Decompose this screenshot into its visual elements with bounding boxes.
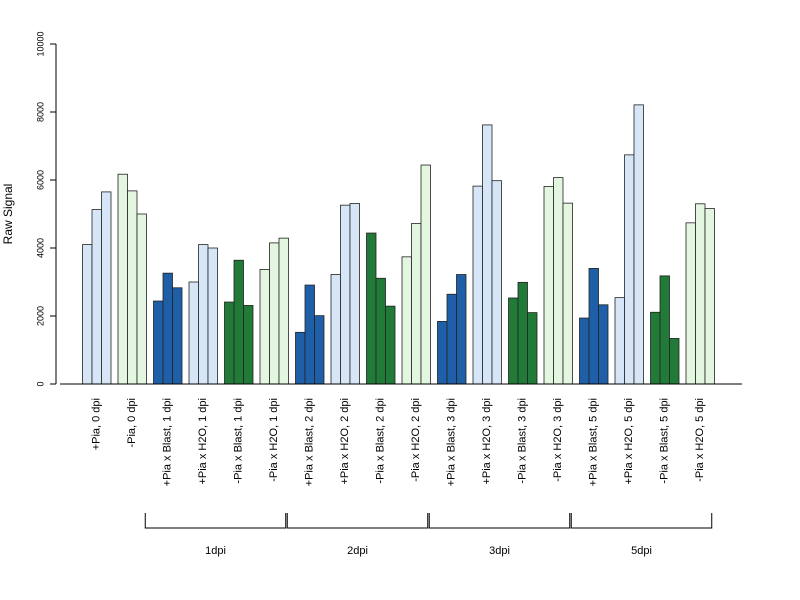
bar xyxy=(243,305,254,385)
x-tick-label: -Pia x Blast, 1 dpi xyxy=(233,398,245,484)
bar xyxy=(517,281,528,385)
bar xyxy=(704,208,715,385)
x-tick-label: +Pia x Blast, 1 dpi xyxy=(162,398,174,486)
y-tick-label: 6000 xyxy=(35,170,45,190)
bar xyxy=(233,259,244,385)
bar xyxy=(598,304,609,385)
bar xyxy=(314,315,325,385)
bar xyxy=(588,267,599,385)
x-tick-label: +Pia x H2O, 3 dpi xyxy=(481,398,493,485)
bar xyxy=(366,232,377,385)
bar xyxy=(669,338,680,385)
bar xyxy=(650,311,661,385)
group-bracket xyxy=(570,513,713,529)
group-bracket xyxy=(286,513,429,529)
y-axis: 0 2000 4000 6000 8000 10000 xyxy=(35,31,57,387)
bar xyxy=(420,164,431,385)
bar xyxy=(207,247,218,385)
bar xyxy=(411,223,422,385)
group-bracket xyxy=(144,513,287,529)
group-label: 5dpi xyxy=(631,545,652,557)
x-tick-label: -Pia, 0 dpi xyxy=(126,398,138,448)
y-tick-label: 4000 xyxy=(35,238,45,258)
bar xyxy=(685,222,696,385)
bar xyxy=(198,244,209,385)
bar xyxy=(385,305,396,385)
bar xyxy=(91,209,102,385)
bar xyxy=(259,269,270,385)
bar xyxy=(446,293,457,385)
bar xyxy=(117,173,128,385)
bar xyxy=(527,312,538,385)
bar xyxy=(295,331,306,385)
y-tick-label: 0 xyxy=(35,381,45,386)
bars xyxy=(82,104,715,385)
bar xyxy=(340,204,351,385)
x-tick-label: +Pia x H2O, 5 dpi xyxy=(623,398,635,485)
bar xyxy=(82,244,93,385)
bar xyxy=(491,180,502,385)
x-tick-label: -Pia x H2O, 3 dpi xyxy=(552,398,564,482)
y-axis-label: Raw Signal xyxy=(1,184,15,245)
bar xyxy=(543,186,554,385)
bar xyxy=(162,272,173,385)
bar xyxy=(659,275,670,385)
x-tick-label: -Pia x Blast, 3 dpi xyxy=(517,398,529,484)
bar xyxy=(136,213,147,385)
x-tick-label: +Pia x Blast, 5 dpi xyxy=(588,398,600,486)
bar xyxy=(278,237,289,385)
bar xyxy=(562,202,573,385)
bar xyxy=(304,284,315,385)
bar xyxy=(375,277,386,385)
group-label: 3dpi xyxy=(489,545,510,557)
x-tick-label: -Pia x H2O, 1 dpi xyxy=(268,398,280,482)
x-tick-label: -Pia x Blast, 2 dpi xyxy=(375,398,387,484)
x-tick-label: -Pia x Blast, 5 dpi xyxy=(659,398,671,484)
group-label: 2dpi xyxy=(347,545,368,557)
group-brackets: 1dpi 2dpi 3dpi 5dpi xyxy=(144,513,713,557)
y-tick-label: 2000 xyxy=(35,306,45,326)
x-tick-label: -Pia x H2O, 2 dpi xyxy=(410,398,422,482)
bar xyxy=(330,274,341,385)
x-tick-label: -Pia x H2O, 5 dpi xyxy=(694,398,706,482)
y-tick-label: 8000 xyxy=(35,102,45,122)
x-tick-label: +Pia, 0 dpi xyxy=(91,398,103,450)
bar xyxy=(633,104,644,385)
x-tick-label: +Pia x Blast, 2 dpi xyxy=(304,398,316,486)
bar xyxy=(456,274,467,385)
x-tick-label: +Pia x H2O, 1 dpi xyxy=(197,398,209,485)
x-axis: +Pia, 0 dpi -Pia, 0 dpi +Pia x Blast, 1 dp… xyxy=(60,383,742,486)
bar xyxy=(101,191,112,385)
group-bracket xyxy=(428,513,571,529)
bar xyxy=(508,297,519,385)
bar xyxy=(482,124,493,385)
bar xyxy=(579,317,590,385)
bar xyxy=(349,203,360,385)
bar xyxy=(695,203,706,385)
group-label: 1dpi xyxy=(205,545,226,557)
bar xyxy=(614,297,625,385)
bar xyxy=(188,281,199,385)
bar xyxy=(269,242,280,385)
bar xyxy=(127,190,138,385)
bar xyxy=(153,300,164,385)
bar xyxy=(472,185,483,385)
bar xyxy=(553,177,564,385)
bar xyxy=(224,301,235,385)
bar xyxy=(172,287,183,385)
x-tick-label: +Pia x H2O, 2 dpi xyxy=(339,398,351,485)
bar xyxy=(624,154,635,385)
y-tick-label: 10000 xyxy=(35,31,45,56)
bar xyxy=(401,256,412,385)
bar xyxy=(437,321,448,385)
x-tick-label: +Pia x Blast, 3 dpi xyxy=(446,398,458,486)
